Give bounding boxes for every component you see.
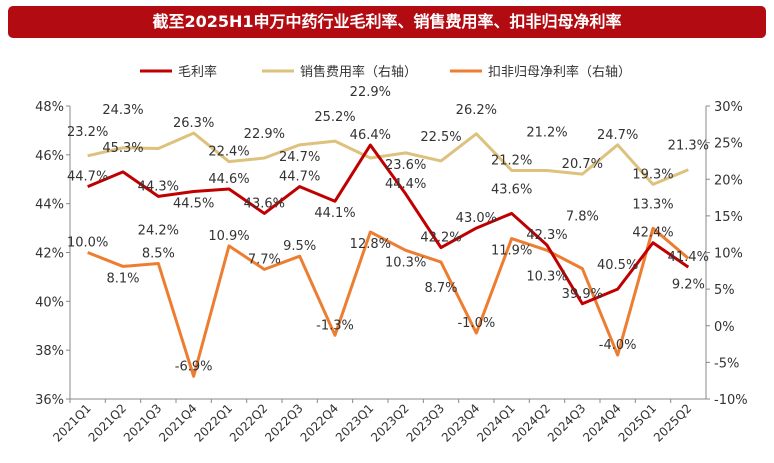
x-tick-label: 2021Q4 [156, 401, 200, 445]
x-tick-label: 2024Q2 [510, 401, 554, 445]
data-label: -1.3% [316, 318, 354, 333]
x-tick-label: 2023Q4 [439, 401, 483, 445]
right-tick-label: 5% [714, 283, 735, 298]
left-tick-label: 42% [35, 247, 64, 262]
data-label: 21.2% [491, 153, 532, 168]
x-tick-label: 2022Q4 [298, 401, 342, 445]
x-tick-label: 2025Q2 [651, 401, 695, 445]
data-label: 26.3% [173, 116, 214, 131]
data-label: 7.8% [566, 210, 599, 225]
data-label: 24.2% [138, 223, 179, 238]
data-label: 44.1% [314, 206, 355, 221]
left-tick-label: 46% [35, 149, 64, 164]
chart-title: 截至2025H1申万中药行业毛利率、销售费用率、扣非归母净利率 [8, 6, 766, 38]
right-tick-label: 30% [714, 100, 743, 115]
data-label: -6.9% [175, 359, 213, 374]
right-tick-label: 25% [714, 137, 743, 152]
data-label: 45.3% [102, 141, 143, 156]
legend-label: 扣非归母净利率（右轴） [488, 64, 631, 80]
data-label: 9.5% [283, 239, 316, 254]
data-label: 44.6% [208, 172, 249, 187]
data-label: 42.4% [632, 226, 673, 241]
data-label: 22.9% [244, 127, 285, 142]
data-label: 43.6% [491, 182, 532, 197]
data-label: 23.2% [67, 125, 108, 140]
data-label: 44.3% [138, 179, 179, 194]
series-line-0 [87, 143, 690, 306]
data-label: 19.3% [632, 167, 673, 182]
data-label: 21.2% [526, 125, 567, 140]
data-label: 24.7% [279, 150, 320, 165]
left-tick-label: 48% [35, 100, 64, 115]
data-label: 39.9% [562, 287, 603, 302]
data-label: 11.9% [491, 244, 532, 259]
x-tick-label: 2024Q3 [545, 401, 589, 445]
data-label: 25.2% [314, 110, 355, 125]
data-label: 10.0% [67, 236, 108, 251]
data-label: -4.0% [599, 338, 637, 353]
left-tick-label: 38% [35, 344, 64, 359]
data-label: -1.0% [457, 316, 495, 331]
x-tick-label: 2021Q2 [86, 401, 130, 445]
data-label: 44.5% [173, 196, 214, 211]
data-label: 8.5% [142, 246, 175, 261]
data-label: 13.3% [632, 197, 673, 212]
data-label: 24.3% [102, 103, 143, 118]
data-label: 44.4% [385, 177, 426, 192]
data-label: 40.5% [597, 258, 638, 273]
left-tick-label: 40% [35, 295, 64, 310]
right-tick-label: 10% [714, 247, 743, 262]
data-label: 44.7% [279, 170, 320, 185]
data-label: 44.7% [67, 170, 108, 185]
data-label: 41.4% [668, 250, 709, 265]
x-tick-label: 2023Q3 [404, 401, 448, 445]
data-label: 22.9% [350, 85, 391, 100]
x-tick-label: 2022Q3 [262, 401, 306, 445]
legend-label: 销售费用率（右轴） [300, 64, 417, 80]
x-tick-label: 2023Q2 [368, 401, 412, 445]
series-line-2 [87, 226, 690, 378]
data-label: 10.3% [385, 255, 426, 270]
x-tick-label: 2022Q1 [192, 401, 236, 445]
data-label: 26.2% [456, 103, 497, 118]
data-label: 9.2% [672, 277, 705, 292]
left-tick-label: 44% [35, 198, 64, 213]
data-label: 42.2% [420, 231, 461, 246]
data-label: 22.5% [420, 130, 461, 145]
data-label: 23.6% [385, 158, 426, 173]
left-tick-label: 36% [35, 393, 64, 408]
data-label: 21.3% [668, 139, 709, 154]
data-label: 8.7% [424, 281, 457, 296]
series-line-1 [87, 131, 689, 186]
data-label: 8.1% [106, 271, 139, 286]
x-tick-label: 2021Q3 [121, 401, 165, 445]
data-label: 24.7% [597, 128, 638, 143]
data-label: 22.4% [208, 145, 249, 160]
x-tick-label: 2024Q1 [474, 401, 518, 445]
data-label: 43.6% [244, 196, 285, 211]
data-label: 42.3% [526, 228, 567, 243]
data-label: 43.0% [456, 211, 497, 226]
data-label: 7.7% [248, 252, 281, 267]
x-tick-label: 2025Q1 [616, 401, 660, 445]
right-tick-label: 15% [714, 210, 743, 225]
data-label: 10.9% [208, 229, 249, 244]
right-tick-label: -5% [714, 356, 739, 371]
right-tick-label: -10% [714, 393, 748, 408]
data-label: 12.8% [350, 237, 391, 252]
data-label: 46.4% [350, 128, 391, 143]
legend-label: 毛利率 [178, 64, 217, 80]
x-tick-label: 2022Q2 [227, 401, 271, 445]
data-label: 20.7% [562, 157, 603, 172]
data-label: 10.3% [526, 269, 567, 284]
right-tick-label: 20% [714, 173, 743, 188]
x-tick-label: 2024Q4 [580, 401, 624, 445]
x-tick-label: 2023Q1 [333, 401, 377, 445]
right-tick-label: 0% [714, 320, 735, 335]
